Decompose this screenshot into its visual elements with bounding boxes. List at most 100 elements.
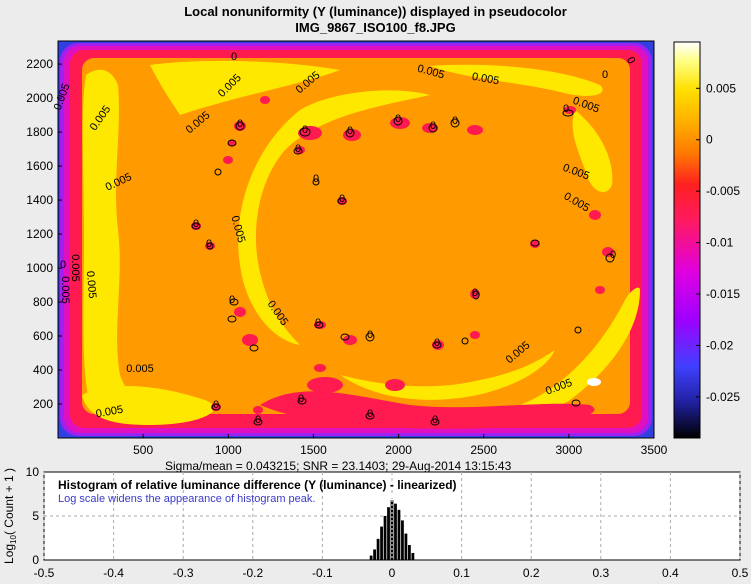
histogram-bar — [380, 526, 383, 560]
histogram-bar — [394, 503, 397, 560]
contour-label: 0 — [206, 238, 212, 250]
contour-label: 0 — [430, 120, 436, 132]
y-tick-label: 1600 — [26, 159, 53, 173]
histogram-x-tick-label: -0.4 — [103, 566, 124, 580]
contour-label: 0 — [432, 414, 438, 426]
x-tick-label: 500 — [133, 443, 153, 457]
contour-label: 0 — [367, 329, 373, 341]
contour-label: 0 — [602, 69, 608, 81]
y-tick-label: 2000 — [26, 91, 53, 105]
histogram-bar — [408, 545, 411, 560]
histogram-x-tick-label: 0.3 — [592, 566, 609, 580]
histogram-bar — [373, 549, 376, 560]
histogram-bar — [387, 507, 390, 560]
chart-subtitle: IMG_9867_ISO100_f8.JPG — [295, 20, 456, 35]
contour-label: 0.005 — [471, 71, 500, 88]
histogram-x-tick-label: 0 — [389, 566, 396, 580]
contour-label: 0 — [255, 414, 261, 426]
contour-label: 0.005 — [69, 254, 81, 282]
histogram-y-tick-label: 0 — [32, 553, 39, 567]
histogram-y-tick-label: 10 — [26, 465, 40, 479]
colorbar-tick-label: -0.005 — [706, 184, 740, 198]
contour-label: 0 — [302, 124, 308, 136]
colorbar-tick-label: -0.01 — [706, 236, 734, 250]
histogram-x-tick-label: 0.4 — [662, 566, 679, 580]
y-tick-label: 2200 — [26, 57, 53, 71]
histogram-bar — [369, 555, 373, 560]
contour-label: 0 — [610, 249, 616, 261]
contour-label: 0 — [213, 399, 219, 411]
contour-label: 0 — [624, 55, 637, 66]
yellow-bottom-left — [82, 385, 214, 425]
contour-label: 0.005 — [126, 363, 154, 375]
contour-label: 0 — [231, 51, 237, 63]
histogram-bar — [397, 509, 401, 560]
x-tick-label: 3500 — [641, 443, 668, 457]
histogram-y-label: Log10( Count + 1 ) — [2, 468, 18, 564]
histogram-x-tick-label: 0.1 — [453, 566, 470, 580]
histogram-bar — [411, 552, 415, 560]
red-bottom-band — [260, 391, 595, 429]
contour-loops — [191, 109, 615, 426]
colorbar-tick-label: -0.025 — [706, 390, 740, 404]
histogram-title: Histogram of relative luminance differen… — [58, 478, 457, 492]
histogram-note: Log scale widens the appearance of histo… — [58, 493, 316, 505]
map-frame — [57, 40, 655, 439]
contour-label: 0 — [313, 173, 319, 185]
colorbar-tick-label: 0.005 — [706, 81, 736, 95]
y-tick-label: 1400 — [26, 193, 53, 207]
histogram-x-tick-label: 0.2 — [523, 566, 540, 580]
contour-label: 0 — [452, 115, 458, 127]
yellow-top-band — [150, 60, 340, 115]
histogram-bar — [390, 500, 394, 560]
contour-label: 0.005 — [95, 404, 124, 421]
histogram-bar — [376, 538, 380, 560]
contour-label: 0 — [563, 103, 569, 115]
histogram-x-tick-label: -0.3 — [173, 566, 194, 580]
contour-label: 0 — [395, 113, 401, 125]
contour-label: 0 — [193, 218, 199, 230]
chart-title: Local nonuniformity (Y (luminance)) disp… — [184, 4, 567, 19]
x-tick-label: 2500 — [470, 443, 497, 457]
contour-label: 0.005 — [84, 271, 98, 299]
x-tick-label: 1500 — [300, 443, 327, 457]
y-tick-label: 400 — [33, 363, 53, 377]
stats-readout: Sigma/mean = 0.043215; SNR = 23.1403; 29… — [165, 459, 512, 473]
y-tick-label: 1800 — [26, 125, 53, 139]
y-tick-label: 600 — [33, 329, 53, 343]
yellow-top-right — [430, 64, 603, 96]
histogram-x-tick-label: -0.5 — [34, 566, 55, 580]
histogram-x-tick-label: -0.2 — [242, 566, 263, 580]
contour-label: 0 — [295, 143, 301, 155]
contour-label: 0 — [229, 294, 235, 306]
y-tick-label: 200 — [33, 397, 53, 411]
x-tick-label: 2000 — [385, 443, 412, 457]
yellow-right-band — [572, 110, 613, 193]
contour-label: 0 — [339, 193, 345, 205]
x-tick-label: 3000 — [556, 443, 583, 457]
contour-label: 0 — [367, 408, 373, 420]
x-tick-label: 1000 — [215, 443, 242, 457]
colorbar-tick-label: -0.02 — [706, 338, 734, 352]
y-tick-label: 1000 — [26, 261, 53, 275]
yellow-left-band — [82, 69, 165, 419]
colorbar-tick-label: 0 — [706, 133, 713, 147]
colorbar-tick-label: -0.015 — [706, 287, 740, 301]
contour-label: 0 — [472, 287, 478, 299]
histogram-y-tick-label: 5 — [32, 509, 39, 523]
histogram-x-tick-label: -0.1 — [312, 566, 333, 580]
orange-field — [82, 58, 630, 414]
red-blobs — [191, 96, 614, 414]
y-tick-label: 800 — [33, 295, 53, 309]
contour-label: 0 — [315, 317, 321, 329]
contour-label: 0 — [434, 337, 440, 349]
nonuniformity-map — [58, 41, 654, 438]
contour-label: 0 — [237, 118, 243, 130]
histogram-x-tick-label: 0.5 — [732, 566, 749, 580]
contour-label: 0 — [298, 393, 304, 405]
yellow-right-crescent — [520, 287, 640, 412]
y-tick-label: 1200 — [26, 227, 53, 241]
colorbar — [673, 41, 701, 439]
histogram-bar — [404, 533, 408, 560]
